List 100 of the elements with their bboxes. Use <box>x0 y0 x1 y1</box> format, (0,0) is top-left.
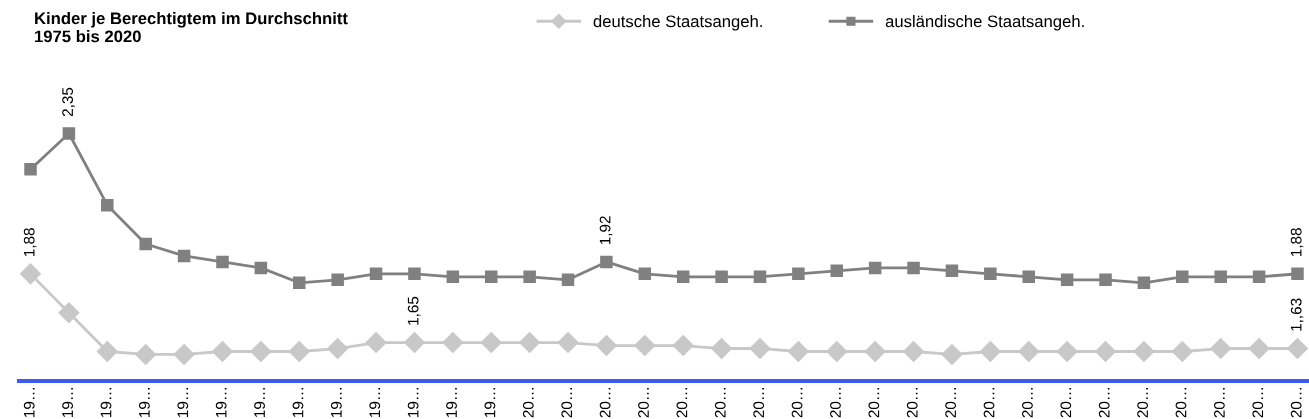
point <box>715 270 728 284</box>
chart-title: Kinder je Berechtigtem im Durchschnitt 1975 bis 2020 <box>35 12 348 43</box>
point <box>1286 337 1308 360</box>
x-tick-label: 19… <box>254 387 265 417</box>
x-tick-label: 20… <box>830 387 841 418</box>
x-tick-label: 20… <box>599 387 611 418</box>
point <box>1022 270 1035 284</box>
point <box>595 335 617 357</box>
legend-label: deutsche Staatsangeh. <box>593 15 762 31</box>
x-tick-label: 20… <box>1213 387 1225 418</box>
x-tick-label: 19… <box>446 387 457 417</box>
x-tick-label: 20… <box>753 387 765 418</box>
point <box>139 237 152 251</box>
point <box>600 255 613 269</box>
x-tick-label: 20… <box>1290 387 1302 418</box>
point <box>903 340 925 363</box>
point <box>331 273 344 287</box>
x-tick-label: 20… <box>1098 387 1110 418</box>
point <box>907 261 920 275</box>
x-tick-label: 19… <box>215 387 227 417</box>
x-tick-label: 20… <box>945 387 957 418</box>
data-label: 1,88 <box>1290 228 1304 257</box>
point <box>96 340 118 363</box>
x-tick-label: 20… <box>868 387 880 418</box>
x-tick-label: 20… <box>1252 387 1264 418</box>
point <box>1291 267 1304 281</box>
x-tick-label: 20… <box>676 387 688 418</box>
point <box>135 343 157 365</box>
point <box>211 340 233 363</box>
x-tick-label: 20… <box>561 387 573 418</box>
x-tick-label: 20… <box>522 387 534 418</box>
point <box>830 264 844 278</box>
point <box>868 261 882 275</box>
point <box>1252 270 1266 284</box>
point <box>480 332 502 354</box>
x-tick-label: 19… <box>292 387 304 417</box>
x-tick-label: 20… <box>791 387 803 418</box>
point <box>484 270 498 284</box>
point <box>254 261 268 275</box>
point <box>442 332 464 354</box>
point <box>1060 273 1074 287</box>
point <box>1137 276 1151 290</box>
point <box>293 276 306 290</box>
point <box>1214 270 1227 284</box>
point <box>984 267 997 281</box>
legend-label: ausländische Staatsangeh. <box>885 15 1084 31</box>
point <box>408 267 421 281</box>
point <box>58 302 80 324</box>
point <box>24 163 37 176</box>
point <box>1056 340 1078 363</box>
point <box>945 264 959 278</box>
point <box>327 337 349 360</box>
point <box>369 267 383 281</box>
point <box>557 332 579 354</box>
point <box>792 267 805 281</box>
x-tick-label: 19… <box>369 387 381 417</box>
x-tick-label: 20… <box>1137 387 1149 418</box>
point <box>1176 270 1189 284</box>
x-tick-label: 19… <box>484 387 496 417</box>
x-tick-label: 19… <box>407 387 419 417</box>
point <box>864 340 886 363</box>
point <box>753 270 767 284</box>
point <box>173 343 195 365</box>
point <box>523 270 536 284</box>
x-tick-label: 20… <box>1175 387 1187 418</box>
point <box>711 337 733 360</box>
point <box>20 263 42 285</box>
point <box>1018 340 1040 363</box>
x-tick-label: 20… <box>906 387 918 418</box>
point <box>446 270 460 284</box>
point <box>1099 273 1112 287</box>
data-label: 1,,63 <box>1290 298 1304 331</box>
x-tick-label: 20… <box>638 387 649 418</box>
point <box>403 332 425 354</box>
point <box>1210 337 1232 360</box>
point <box>250 340 272 363</box>
data-label: 2,35 <box>62 87 75 117</box>
x-tick-label: 19… <box>330 387 342 417</box>
data-label: 1,92 <box>599 216 613 245</box>
point <box>561 273 575 287</box>
point <box>941 343 963 365</box>
point <box>101 198 114 212</box>
point <box>676 270 690 284</box>
data-label: 1,88 <box>23 228 37 257</box>
point <box>365 332 387 354</box>
point <box>1248 337 1270 360</box>
x-tick-label: 20… <box>983 387 995 418</box>
point <box>216 255 229 269</box>
x-tick-label: 19… <box>177 387 189 417</box>
point <box>1133 340 1155 363</box>
x-tick-label: 20… <box>714 387 726 418</box>
point <box>638 267 652 281</box>
point <box>634 335 656 357</box>
x-tick-label: 19… <box>100 387 112 417</box>
point <box>288 340 310 363</box>
x-tick-label: 19… <box>23 387 35 417</box>
data-label: 1,65 <box>407 296 421 325</box>
x-tick-label: 20… <box>1022 387 1033 418</box>
point <box>826 340 848 363</box>
point <box>1171 340 1193 363</box>
